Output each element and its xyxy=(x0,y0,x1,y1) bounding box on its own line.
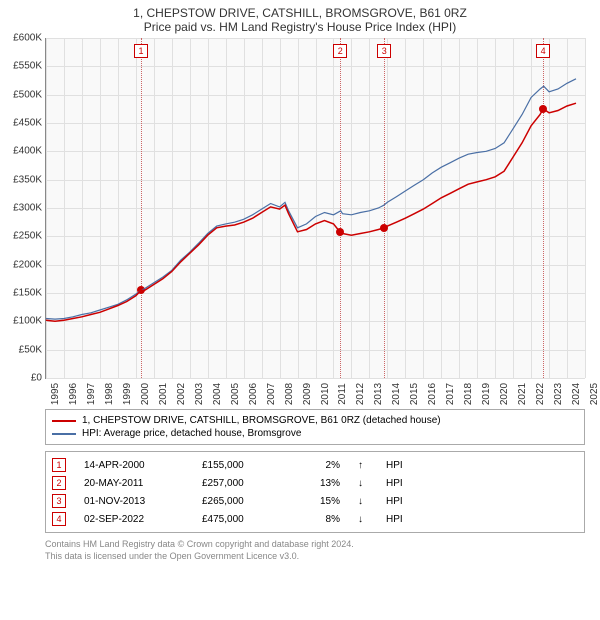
x-tick-label: 1998 xyxy=(100,383,115,405)
x-tick-label: 2021 xyxy=(513,383,528,405)
sale-idx: 4 xyxy=(52,512,66,526)
y-tick-label: £500K xyxy=(13,89,46,100)
legend-row: HPI: Average price, detached house, Brom… xyxy=(52,427,578,440)
sale-pct: 8% xyxy=(300,514,340,525)
legend-label: HPI: Average price, detached house, Brom… xyxy=(82,428,301,439)
x-tick-label: 2000 xyxy=(136,383,151,405)
x-tick-label: 2003 xyxy=(190,383,205,405)
plot-area: 1234 £0£50K£100K£150K£200K£250K£300K£350… xyxy=(45,38,585,379)
y-tick-label: £50K xyxy=(19,344,46,355)
y-tick-label: £250K xyxy=(13,231,46,242)
legend-label: 1, CHEPSTOW DRIVE, CATSHILL, BROMSGROVE,… xyxy=(82,415,441,426)
sales-table: 1 14-APR-2000 £155,000 2% ↑ HPI 2 20-MAY-2011 £2… xyxy=(45,451,585,533)
sale-suffix: HPI xyxy=(386,496,403,507)
y-tick-label: £350K xyxy=(13,174,46,185)
x-tick-label: 1997 xyxy=(82,383,97,405)
x-tick-label: 2019 xyxy=(477,383,492,405)
x-tick-label: 2009 xyxy=(298,383,313,405)
x-tick-label: 2008 xyxy=(280,383,295,405)
series-hpi xyxy=(46,79,576,319)
x-tick-label: 2007 xyxy=(262,383,277,405)
x-tick-label: 2023 xyxy=(549,383,564,405)
x-tick-label: 2010 xyxy=(316,383,331,405)
sales-row: 1 14-APR-2000 £155,000 2% ↑ HPI xyxy=(52,456,578,474)
x-tick-label: 2022 xyxy=(531,383,546,405)
sale-price: £475,000 xyxy=(202,514,282,525)
legend-swatch xyxy=(52,433,76,435)
y-tick-label: £300K xyxy=(13,203,46,214)
sale-arrow-icon: ↓ xyxy=(358,514,368,525)
x-tick-label: 1999 xyxy=(118,383,133,405)
x-tick-label: 2001 xyxy=(154,383,169,405)
x-tick-label: 2013 xyxy=(369,383,384,405)
sale-pct: 13% xyxy=(300,478,340,489)
x-tick-label: 2018 xyxy=(459,383,474,405)
sale-arrow-icon: ↓ xyxy=(358,478,368,489)
y-tick-label: £400K xyxy=(13,146,46,157)
chart-title: 1, CHEPSTOW DRIVE, CATSHILL, BROMSGROVE,… xyxy=(0,0,600,20)
x-tick-label: 2015 xyxy=(405,383,420,405)
x-tick-label: 2020 xyxy=(495,383,510,405)
sale-date: 01-NOV-2013 xyxy=(84,496,184,507)
legend-swatch xyxy=(52,420,76,422)
sale-price: £155,000 xyxy=(202,460,282,471)
sale-pct: 2% xyxy=(300,460,340,471)
x-tick-label: 1996 xyxy=(64,383,79,405)
sale-arrow-icon: ↑ xyxy=(358,460,368,471)
y-tick-label: £550K xyxy=(13,61,46,72)
sales-row: 4 02-SEP-2022 £475,000 8% ↓ HPI xyxy=(52,510,578,528)
legend: 1, CHEPSTOW DRIVE, CATSHILL, BROMSGROVE,… xyxy=(45,409,585,445)
sale-date: 14-APR-2000 xyxy=(84,460,184,471)
x-tick-label: 2025 xyxy=(585,383,600,405)
series-property xyxy=(46,103,576,321)
y-tick-label: £150K xyxy=(13,288,46,299)
x-tick-label: 2005 xyxy=(226,383,241,405)
y-tick-label: £450K xyxy=(13,118,46,129)
sale-suffix: HPI xyxy=(386,460,403,471)
footer: Contains HM Land Registry data © Crown c… xyxy=(45,539,585,562)
sale-date: 20-MAY-2011 xyxy=(84,478,184,489)
chart-container: 1, CHEPSTOW DRIVE, CATSHILL, BROMSGROVE,… xyxy=(0,0,600,562)
footer-line: This data is licensed under the Open Gov… xyxy=(45,551,585,563)
x-tick-label: 2002 xyxy=(172,383,187,405)
y-tick-label: £600K xyxy=(13,33,46,44)
sale-idx: 3 xyxy=(52,494,66,508)
sale-pct: 15% xyxy=(300,496,340,507)
sale-date: 02-SEP-2022 xyxy=(84,514,184,525)
x-tick-label: 2016 xyxy=(423,383,438,405)
y-tick-label: £200K xyxy=(13,259,46,270)
sales-row: 3 01-NOV-2013 £265,000 15% ↓ HPI xyxy=(52,492,578,510)
sale-idx: 1 xyxy=(52,458,66,472)
y-tick-label: £100K xyxy=(13,316,46,327)
sale-suffix: HPI xyxy=(386,514,403,525)
x-tick-label: 2006 xyxy=(244,383,259,405)
x-tick-label: 2011 xyxy=(333,383,348,405)
sale-arrow-icon: ↓ xyxy=(358,496,368,507)
footer-line: Contains HM Land Registry data © Crown c… xyxy=(45,539,585,551)
x-tick-label: 2004 xyxy=(208,383,223,405)
x-tick-label: 1995 xyxy=(46,383,61,405)
x-tick-label: 2024 xyxy=(567,383,582,405)
sale-idx: 2 xyxy=(52,476,66,490)
x-tick-label: 2014 xyxy=(387,383,402,405)
chart-subtitle: Price paid vs. HM Land Registry's House … xyxy=(0,20,600,38)
sale-price: £265,000 xyxy=(202,496,282,507)
x-tick-label: 2012 xyxy=(351,383,366,405)
sale-suffix: HPI xyxy=(386,478,403,489)
x-tick-label: 2017 xyxy=(441,383,456,405)
y-tick-label: £0 xyxy=(31,373,46,384)
sale-price: £257,000 xyxy=(202,478,282,489)
sales-row: 2 20-MAY-2011 £257,000 13% ↓ HPI xyxy=(52,474,578,492)
legend-row: 1, CHEPSTOW DRIVE, CATSHILL, BROMSGROVE,… xyxy=(52,414,578,427)
